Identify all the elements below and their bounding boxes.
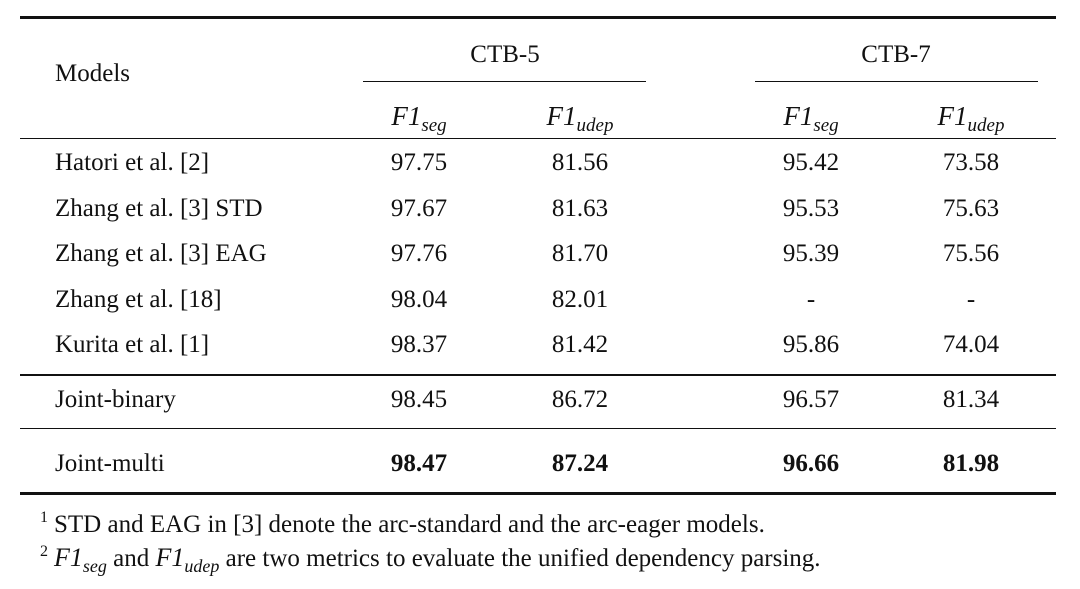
ctb7-seg-value: 95.86 [782, 331, 840, 358]
ctb5-udep-value: 82.01 [551, 286, 609, 313]
ctb5-f1-seg-header: F1seg [391, 101, 447, 136]
ctb5-seg-value: 97.76 [390, 240, 448, 267]
footnote-2-connector: and [106, 545, 156, 572]
ctb5-seg-value: 98.47 [390, 450, 448, 477]
ctb7-seg-value: 96.57 [782, 386, 840, 413]
ctb7-udep-value: 81.98 [942, 450, 1000, 477]
ctb7-udep-value: 74.04 [942, 331, 1000, 358]
ctb7-udep-value: 73.58 [942, 149, 1000, 176]
footnote-2-metric-udep: F1udep [155, 543, 220, 576]
footnote-1-text: STD and EAG in [3] denote the arc-standa… [54, 511, 765, 538]
ctb5-udep-value: 81.42 [551, 331, 609, 358]
ctb7-f1-seg-header: F1seg [783, 101, 839, 136]
ctb5-seg-value: 97.67 [390, 195, 448, 222]
ctb5-group-header: CTB-5 [470, 41, 540, 68]
ctb7-seg-value: 95.53 [782, 195, 840, 222]
ctb7-group-rule [755, 81, 1038, 82]
model-name: Zhang et al. [3] EAG [55, 240, 267, 267]
baseline-separator-rule [20, 374, 1056, 376]
model-name: Joint-multi [55, 450, 165, 477]
ctb5-f1-udep-header: F1udep [546, 101, 614, 136]
ctb7-f1-udep-header: F1udep [937, 101, 1005, 136]
model-name: Hatori et al. [2] [55, 149, 210, 176]
footnote-1-mark: 1 [40, 509, 48, 526]
model-name: Zhang et al. [3] STD [55, 195, 263, 222]
footnote-2-mark: 2 [40, 543, 48, 560]
models-column-header: Models [55, 60, 130, 87]
footnote-2-metric-seg: F1seg [54, 543, 107, 576]
ctb7-udep-value: - [966, 286, 976, 313]
ctb5-seg-value: 98.37 [390, 331, 448, 358]
ctb7-udep-value: 75.63 [942, 195, 1000, 222]
ctb7-seg-value: - [806, 286, 816, 313]
bottom-rule [20, 492, 1056, 495]
ctb7-group-header: CTB-7 [861, 41, 931, 68]
model-name: Kurita et al. [1] [55, 331, 210, 358]
ctb5-seg-value: 98.45 [390, 386, 448, 413]
ctb7-udep-value: 81.34 [942, 386, 1000, 413]
footnote-2-text: are two metrics to evaluate the unified … [219, 545, 821, 572]
ctb7-udep-value: 75.56 [942, 240, 1000, 267]
model-name: Joint-binary [55, 386, 176, 413]
ctb7-seg-value: 96.66 [782, 450, 840, 477]
top-rule [20, 16, 1056, 19]
footnote-2: 2 F1seg and F1udep are two metrics to eva… [40, 543, 821, 576]
ctb5-group-rule [363, 81, 646, 82]
ctb5-udep-value: 81.63 [551, 195, 609, 222]
footnote-1: 1 STD and EAG in [3] denote the arc-stand… [40, 509, 765, 538]
ctb5-udep-value: 81.56 [551, 149, 609, 176]
ctb5-seg-value: 98.04 [390, 286, 448, 313]
header-rule [20, 138, 1056, 139]
joint-separator-rule [20, 428, 1056, 429]
ctb7-seg-value: 95.42 [782, 149, 840, 176]
ctb5-udep-value: 87.24 [551, 450, 609, 477]
ctb5-seg-value: 97.75 [390, 149, 448, 176]
ctb7-seg-value: 95.39 [782, 240, 840, 267]
ctb5-udep-value: 81.70 [551, 240, 609, 267]
model-name: Zhang et al. [18] [55, 286, 222, 313]
ctb5-udep-value: 86.72 [551, 386, 609, 413]
